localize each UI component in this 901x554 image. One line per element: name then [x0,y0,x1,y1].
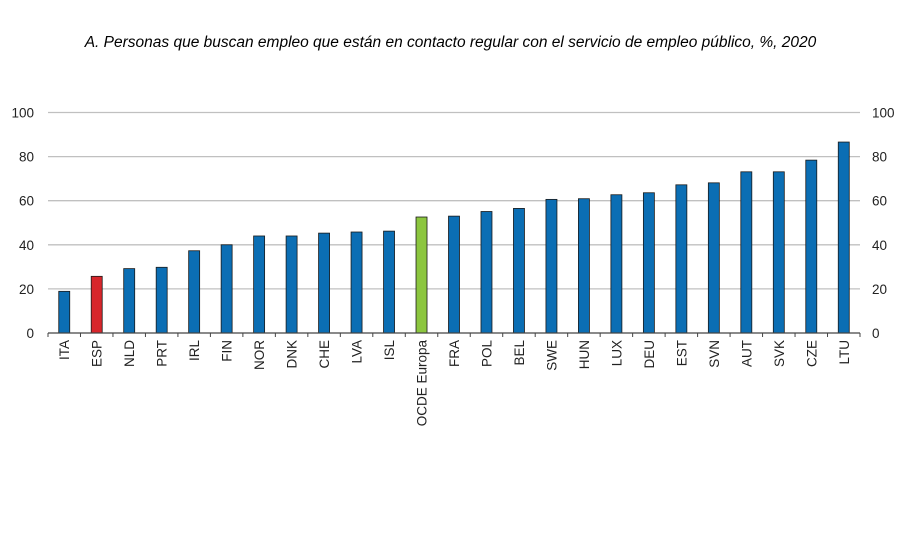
bar-svk [772,171,785,334]
x-tick-label: SVK [772,340,787,367]
y-tick-label-left: 20 [19,282,34,297]
x-tick-label: ESP [90,340,105,367]
chart-title: A. Personas que buscan empleo que están … [84,34,817,51]
bar-isl [383,230,395,334]
x-tick-label: FIN [220,340,235,362]
bar-deu [642,192,655,334]
bar-pol [480,211,493,334]
bar-ltu [837,141,850,334]
x-tick-label: PRT [155,340,170,367]
bar-nld [123,268,136,334]
x-tick-label: ISL [382,340,397,361]
x-tick-label: EST [674,340,689,366]
x-tick-label: ITA [57,340,72,360]
bar-aut [740,171,753,334]
bar-esp [90,275,103,334]
x-tick-label: HUN [577,340,592,369]
y-tick-label-right: 0 [872,326,880,341]
bar-nor [253,235,266,334]
bar-swe [545,198,558,334]
bar-che [318,232,330,334]
x-tick-label: NLD [122,340,137,367]
y-tick-label-right: 60 [872,194,887,209]
bar-fra [448,215,460,334]
bar-fin [220,244,233,334]
bar-hun [578,198,590,334]
x-tick-label: DNK [285,340,300,369]
y-tick-label-left: 0 [26,326,34,341]
y-tick-label-left: 80 [19,150,34,165]
bar-irl [188,250,201,334]
y-tick-label-right: 40 [872,238,887,253]
y-tick-label-right: 100 [872,106,895,121]
bar-lux [610,194,623,334]
bar-ita [58,290,71,334]
y-tick-label-right: 20 [872,282,887,297]
x-tick-label: IRL [187,340,202,362]
x-tick-label: BEL [512,340,527,366]
bar-cze [805,159,818,334]
x-tick-label: SWE [544,340,559,371]
bar-est [675,184,688,334]
x-tick-label: SVN [707,340,722,368]
x-tick-label: FRA [447,340,462,367]
bar-bel [513,208,525,334]
x-tick-label: CHE [317,340,332,369]
x-tick-label: CZE [804,340,819,367]
bar-svn [707,182,720,334]
x-tick-label: LVA [350,340,365,364]
bar-dnk [285,235,298,334]
y-tick-label-left: 40 [19,238,34,253]
y-tick-label-left: 100 [11,106,34,121]
x-tick-label: DEU [642,340,657,369]
x-tick-label: LUX [609,340,624,366]
bar-lva [350,231,363,334]
x-tick-label: LTU [837,340,852,365]
x-tick-label: POL [479,340,494,368]
x-tick-label: AUT [739,340,754,367]
y-tick-label-left: 60 [19,194,34,209]
bar-prt [155,266,168,334]
x-tick-label: OCDE Europa [415,340,430,427]
x-tick-label: NOR [252,340,267,370]
y-tick-label-right: 80 [872,150,887,165]
bar-ocde-europa [415,216,428,334]
